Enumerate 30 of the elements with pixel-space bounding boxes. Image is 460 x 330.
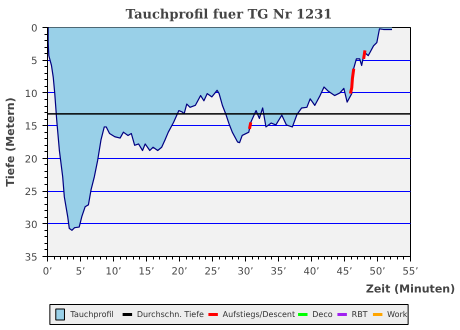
- x-axis-title: Zeit (Minuten): [366, 282, 456, 296]
- x-tick-label: 20’: [172, 266, 188, 278]
- x-tick-label: 45’: [336, 266, 352, 278]
- y-tick-label: 30: [24, 220, 38, 231]
- legend-label: Aufstiegs/Descent: [222, 310, 296, 319]
- x-tick-label: 5’: [76, 266, 86, 278]
- y-axis-title: Tiefe (Metern): [4, 97, 17, 187]
- x-tick-label: 25’: [204, 266, 220, 278]
- x-tick-label: 50’: [370, 266, 386, 278]
- y-tick-label: 15: [24, 122, 38, 133]
- y-tick-label: 25: [24, 187, 38, 198]
- legend-label: Deco: [312, 310, 333, 319]
- y-tick-label: 10: [24, 88, 38, 100]
- y-tick-label: 0: [31, 24, 38, 34]
- x-tick-label: 10’: [106, 266, 122, 278]
- legend-label: Tauchprofil: [69, 310, 114, 319]
- x-tick-label: 55’: [402, 266, 418, 278]
- legend-label: Work: [387, 310, 408, 319]
- x-tick-label: 30’: [238, 266, 254, 278]
- x-tick-label: 35’: [270, 266, 286, 278]
- x-tick-label: 15’: [138, 266, 154, 278]
- legend-label: RBT: [352, 310, 368, 319]
- chart-title: Tauchprofil fuer TG Nr 1231: [126, 8, 332, 22]
- y-tick-label: 20: [24, 154, 38, 166]
- legend-label: Durchschn. Tiefe: [136, 310, 204, 319]
- x-tick-label: 0’: [42, 266, 52, 278]
- y-tick-label: 35: [24, 252, 38, 264]
- x-tick-label: 40’: [304, 266, 320, 278]
- line-series: [348, 67, 356, 96]
- y-tick-label: 5: [31, 56, 38, 68]
